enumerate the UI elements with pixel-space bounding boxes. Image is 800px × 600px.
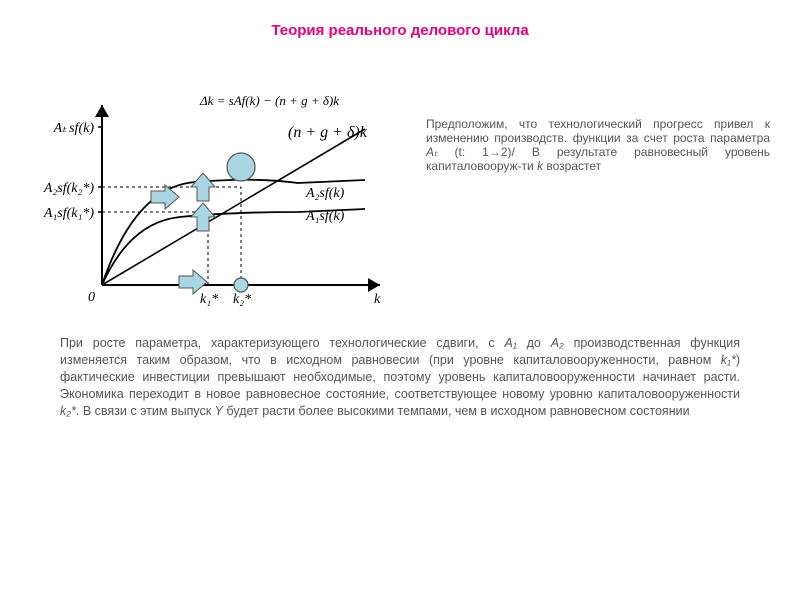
svg-text:0: 0 — [88, 290, 95, 305]
bottom-caption: При росте параметра, характеризующего те… — [0, 317, 800, 419]
svg-text:A₁sf(k₁*): A₁sf(k₁*) — [43, 206, 95, 221]
bt-Y: Y — [215, 404, 223, 418]
top-row: 0 k Δk = sAf(k) − (n + g + δ)k k₁* k₂* Aₜ sf(… — [0, 47, 800, 317]
side-text-3: возрастет — [543, 159, 601, 173]
svg-text:k₂*: k₂* — [233, 292, 251, 307]
svg-text:(n + g + δ)k: (n + g + δ)k — [288, 124, 368, 141]
svg-text:Aₜ sf(k): Aₜ sf(k) — [53, 121, 95, 136]
bt-k2: k₂* — [60, 404, 76, 418]
bt-A1: A₁ — [505, 336, 517, 350]
bt-A2: A₂ — [551, 336, 564, 350]
svg-text:Δk = sAf(k) − (n + g + δ)k: Δk = sAf(k) − (n + g + δ)k — [199, 93, 339, 108]
bt-k1: k₁* — [721, 353, 736, 367]
svg-text:A₂sf(k): A₂sf(k) — [305, 186, 345, 201]
bt-5: . В связи с этим выпуск — [76, 404, 215, 418]
bt-2: до — [517, 336, 551, 350]
svg-text:k₁*: k₁* — [200, 292, 218, 307]
diagram: 0 k Δk = sAf(k) − (n + g + δ)k k₁* k₂* Aₜ sf(… — [30, 47, 410, 317]
page-title: Теория реального делового цикла — [0, 0, 800, 47]
side-text-1: Предположим, что технологический прогрес… — [426, 117, 770, 145]
side-text-param: Aₜ — [426, 145, 438, 159]
svg-text:A₂sf(k₂*): A₂sf(k₂*) — [43, 181, 95, 196]
side-caption: Предположим, что технологический прогрес… — [410, 47, 770, 173]
svg-text:A₁sf(k): A₁sf(k) — [305, 209, 345, 224]
svg-text:k: k — [374, 292, 381, 307]
bt-6: будет расти более высокими темпами, чем … — [223, 404, 690, 418]
bt-1: При росте параметра, характеризующего те… — [60, 336, 505, 350]
